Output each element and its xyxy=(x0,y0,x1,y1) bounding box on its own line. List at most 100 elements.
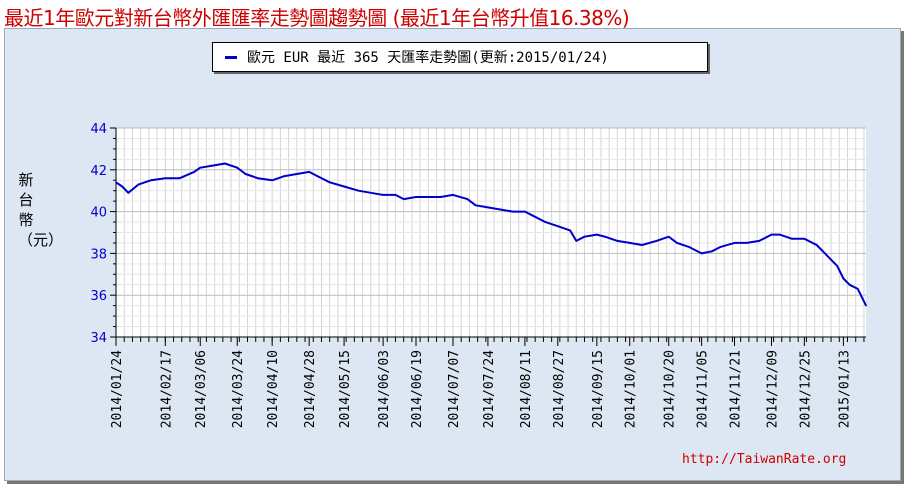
y-tick-label: 36 xyxy=(90,289,107,304)
data-point xyxy=(427,196,430,198)
y-tick-label: 44 xyxy=(90,122,107,137)
data-point xyxy=(655,240,658,242)
chart-legend: 歐元 EUR 最近 365 天匯率走勢圖(更新:2015/01/24) xyxy=(212,42,708,72)
data-point xyxy=(604,235,606,238)
data-point xyxy=(487,206,489,209)
data-point xyxy=(236,166,239,169)
x-tick-label: 2015/01/13 xyxy=(837,350,852,428)
data-point xyxy=(815,244,818,246)
data-point xyxy=(224,162,226,165)
y-tick-label: 34 xyxy=(90,331,107,346)
x-tick-label: 2014/01/24 xyxy=(110,350,125,428)
data-point xyxy=(357,189,360,192)
y-axis-label: 新台幣（元） xyxy=(18,171,63,249)
data-point xyxy=(211,164,214,167)
data-point xyxy=(758,240,760,242)
data-point xyxy=(803,237,806,240)
data-point xyxy=(828,256,830,259)
x-tick-label: 2014/10/01 xyxy=(624,350,639,428)
data-point xyxy=(415,196,417,198)
data-point xyxy=(308,171,310,173)
data-point xyxy=(121,185,123,188)
data-point xyxy=(733,242,736,244)
data-point xyxy=(452,194,454,196)
data-point xyxy=(778,233,781,236)
data-point xyxy=(583,235,586,238)
source-credit-link[interactable]: http://TaiwanRate.org xyxy=(682,452,847,467)
x-tick-label: 2014/03/24 xyxy=(231,350,246,428)
data-point xyxy=(328,181,331,184)
data-point xyxy=(628,242,631,244)
data-point xyxy=(770,233,773,236)
y-tick-label: 40 xyxy=(90,206,107,221)
data-point xyxy=(439,196,442,198)
series-line xyxy=(115,162,867,307)
data-point xyxy=(848,283,851,286)
x-tick-label: 2014/11/21 xyxy=(728,350,743,428)
data-point xyxy=(271,179,273,182)
data-point xyxy=(474,204,477,207)
data-point xyxy=(256,177,259,179)
data-point xyxy=(842,277,845,280)
data-point xyxy=(719,246,721,248)
x-tick-label: 2014/06/19 xyxy=(410,350,425,428)
data-point xyxy=(865,304,867,307)
x-tick-label: 2014/06/03 xyxy=(377,350,392,428)
data-point xyxy=(667,235,670,238)
x-tick-label: 2014/10/20 xyxy=(663,350,678,428)
data-point xyxy=(316,175,319,177)
data-point xyxy=(836,265,839,267)
data-point xyxy=(137,183,140,186)
legend-series-label: 歐元 EUR 最近 365 天匯率走勢圖(更新:2015/01/24) xyxy=(247,50,609,66)
data-point xyxy=(575,240,578,242)
data-point xyxy=(688,246,691,248)
data-point xyxy=(499,208,502,211)
data-point xyxy=(532,214,534,217)
x-tick-label: 2014/02/17 xyxy=(159,350,174,428)
data-point xyxy=(556,225,559,228)
data-point xyxy=(193,171,195,173)
data-point xyxy=(711,250,713,253)
data-point xyxy=(511,210,514,213)
data-point xyxy=(402,198,405,200)
data-point xyxy=(524,210,526,213)
x-tick-label: 2014/12/09 xyxy=(765,350,780,428)
y-tick-label: 42 xyxy=(90,164,107,179)
data-point xyxy=(127,191,130,194)
data-point xyxy=(641,244,643,246)
data-point xyxy=(569,229,571,232)
data-point xyxy=(856,288,859,290)
legend-series-swatch xyxy=(225,55,237,59)
data-point xyxy=(596,233,598,236)
data-point xyxy=(164,177,167,179)
data-point xyxy=(700,252,703,255)
x-tick-label: 2014/07/07 xyxy=(447,350,462,428)
data-point xyxy=(746,242,748,244)
data-point xyxy=(676,242,678,244)
data-point xyxy=(178,177,181,179)
data-point xyxy=(544,221,547,223)
data-point xyxy=(791,237,793,240)
x-tick-label: 2014/08/11 xyxy=(519,350,534,428)
data-point xyxy=(343,185,345,188)
data-point xyxy=(115,181,117,184)
x-tick-label: 2014/07/24 xyxy=(482,350,497,428)
data-point xyxy=(150,179,152,182)
x-tick-label: 2014/12/25 xyxy=(798,350,813,428)
data-point xyxy=(616,240,619,242)
x-tick-label: 2014/08/27 xyxy=(552,350,567,428)
data-point xyxy=(369,191,372,194)
data-point xyxy=(283,175,286,177)
y-tick-label: 38 xyxy=(90,247,107,262)
x-tick-label: 2014/03/06 xyxy=(194,350,209,428)
data-point xyxy=(244,173,247,175)
data-point xyxy=(296,173,298,175)
data-point xyxy=(382,194,384,196)
x-tick-label: 2014/05/15 xyxy=(338,350,353,428)
x-tick-label: 2014/09/15 xyxy=(591,350,606,428)
x-tick-label: 2014/11/05 xyxy=(696,350,711,428)
data-point xyxy=(394,194,397,196)
x-tick-label: 2014/04/10 xyxy=(266,350,281,428)
data-point xyxy=(466,198,469,200)
